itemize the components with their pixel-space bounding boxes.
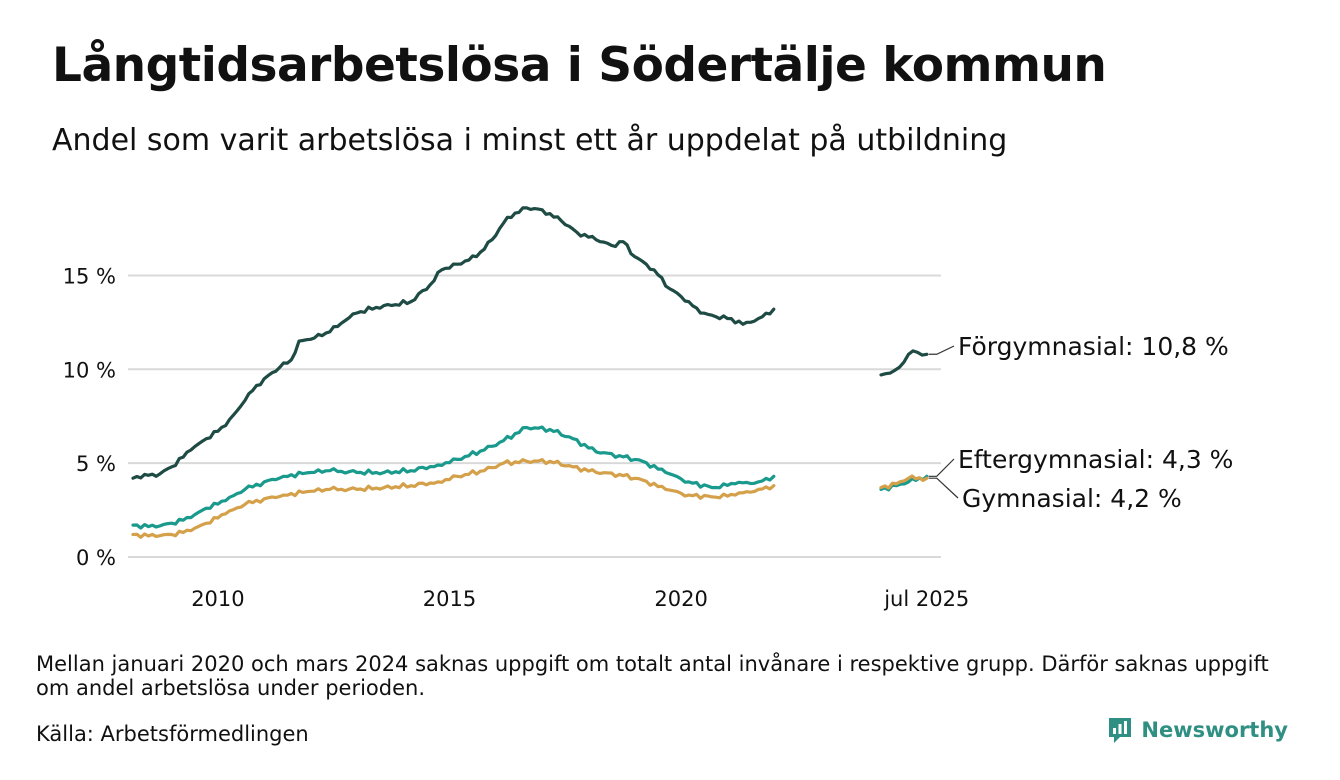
x-tick-label: jul 2025: [883, 587, 969, 611]
y-tick-label: 10 %: [63, 358, 116, 382]
series-line-late-förgymnasial: [879, 349, 929, 377]
newsworthy-brand[interactable]: Newsworthy: [1107, 716, 1288, 744]
label-leader-line: [928, 458, 955, 477]
footnote: Mellan januari 2020 och mars 2024 saknas…: [36, 652, 1269, 700]
chart-subtitle: Andel som varit arbetslösa i minst ett å…: [52, 123, 1008, 158]
y-tick-label: 0 %: [76, 546, 116, 570]
brand-name: Newsworthy: [1141, 718, 1288, 742]
series-end-label: Gymnasial: 4,2 %: [962, 484, 1182, 513]
x-tick-label: 2015: [423, 587, 476, 611]
label-leader-line: [928, 477, 959, 499]
source-note: Källa: Arbetsförmedlingen: [36, 722, 309, 746]
series-end-label: Eftergymnasial: 4,3 %: [958, 445, 1233, 474]
y-tick-label: 5 %: [76, 452, 116, 476]
chart-title: Långtidsarbetslösa i Södertälje kommun: [52, 38, 1107, 93]
line-chart: 0 % 5 % 10 % 15 % 2010 2015 2020 jul 2025 Förgy…: [63, 206, 1233, 611]
series-line-eftergymnasial: [131, 425, 776, 530]
x-tick-label: 2020: [654, 587, 707, 611]
x-tick-label: 2010: [191, 587, 244, 611]
y-tick-label: 15 %: [63, 264, 116, 288]
series-line-förgymnasial: [131, 206, 776, 480]
series-line-late-gymnasial: [879, 474, 929, 490]
series-end-label: Förgymnasial: 10,8 %: [958, 332, 1229, 361]
series-line-gymnasial: [131, 458, 776, 539]
newsworthy-logo-icon: [1109, 718, 1132, 743]
label-leader-line: [928, 345, 955, 355]
